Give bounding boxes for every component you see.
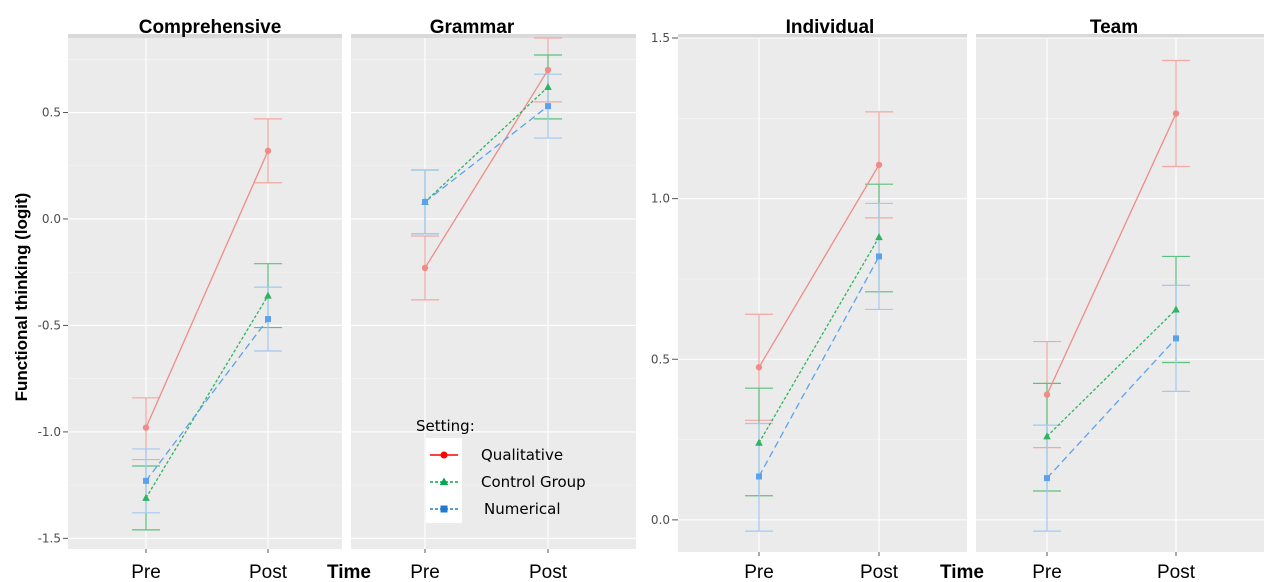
legend: Setting: Qualitative Control Group Numeric… (416, 417, 586, 523)
y-tick-label: 1.0 (651, 192, 670, 206)
x-tick-label: Post (529, 562, 568, 582)
legend-key-marker (439, 477, 449, 485)
panel-strip (678, 34, 967, 38)
x-tick-label: Pre (744, 562, 774, 582)
panel-strip (68, 34, 342, 38)
labels-layer: Functional thinking (logit) Time Time (12, 193, 984, 582)
legend-label: Control Group (481, 473, 586, 491)
x-axis-label-left: Time (327, 562, 371, 582)
legend-key-marker (440, 505, 448, 513)
series-line-control-group (424, 86, 549, 203)
y-tick-label: -1.5 (38, 531, 61, 545)
data-point (421, 264, 429, 272)
y-tick-label: 0.5 (651, 352, 670, 366)
y-tick-label: 0.0 (651, 513, 670, 527)
panel-grammar: Grammar Pre Post (351, 17, 636, 582)
data-point (142, 424, 150, 431)
x-tick-label: Post (860, 562, 899, 582)
data-point (875, 233, 883, 241)
data-point (264, 291, 272, 299)
legend-item-control-group: Control Group (430, 473, 586, 491)
legend-item-qualitative: Qualitative (430, 446, 563, 464)
legend-label: Numerical (484, 500, 561, 518)
x-axis-label-right: Time (940, 562, 984, 582)
data-point (544, 82, 552, 90)
panel-title-grammar: Grammar (430, 17, 515, 38)
panel-title-team: Team (1090, 17, 1138, 38)
series-line-numerical (758, 256, 880, 477)
data-point (545, 103, 551, 110)
x-tick-label: Post (1157, 562, 1196, 582)
panel-strip (351, 34, 636, 38)
series-line-control-group (1046, 308, 1177, 437)
y-tick-label: -0.5 (38, 318, 61, 332)
y-tick-label: 1.5 (651, 31, 670, 45)
data-point (1044, 475, 1050, 482)
panel-background (351, 38, 636, 549)
data-point (544, 66, 552, 74)
panel-title-individual: Individual (786, 17, 875, 38)
data-point (756, 473, 762, 480)
y-tick-label: 0.0 (42, 212, 61, 226)
legend-label: Qualitative (481, 446, 563, 464)
legend-key-marker (440, 451, 448, 459)
series-line-numerical (1046, 337, 1177, 479)
panel-individual: Individual 0.0 0.5 1.0 1.5 Pre Post (651, 17, 967, 582)
data-point (1043, 391, 1051, 398)
series-line-qualitative (145, 150, 269, 428)
panel-title-comprehensive: Comprehensive (139, 17, 282, 38)
y-tick-label: -1.0 (38, 425, 61, 439)
data-point (755, 364, 763, 371)
x-tick-label: Pre (410, 562, 440, 582)
x-tick-label: Post (249, 562, 288, 582)
data-point (1172, 305, 1180, 313)
x-tick-label: Pre (131, 562, 161, 582)
series-line-qualitative (424, 69, 549, 269)
data-point (1043, 432, 1051, 440)
data-point (264, 147, 272, 155)
panel-background (976, 38, 1264, 552)
series-line-qualitative (1046, 113, 1177, 395)
legend-item-numerical: Numerical (430, 500, 561, 518)
panel-background (678, 38, 967, 552)
data-point (1172, 110, 1180, 117)
data-point (1173, 335, 1179, 342)
data-point (142, 493, 150, 501)
series-line-control-group (145, 295, 269, 499)
data-point (875, 161, 883, 169)
data-point (265, 316, 271, 323)
series-line-numerical (145, 318, 269, 482)
legend-title: Setting: (416, 417, 475, 435)
data-point (876, 253, 882, 260)
panel-strip (976, 34, 1264, 38)
data-point (422, 198, 428, 205)
data-point (143, 477, 149, 484)
series-line-qualitative (758, 164, 880, 368)
y-axis-label: Functional thinking (logit) (12, 193, 31, 402)
series-line-numerical (424, 105, 549, 203)
x-tick-label: Pre (1032, 562, 1062, 582)
panel-team: Team Pre Post (976, 17, 1264, 582)
panel-comprehensive: Comprehensive -1.5 -1.0 -0.5 0.0 0.5 Pre Post (38, 17, 342, 582)
y-tick-label: 0.5 (42, 106, 61, 120)
data-point (755, 438, 763, 446)
